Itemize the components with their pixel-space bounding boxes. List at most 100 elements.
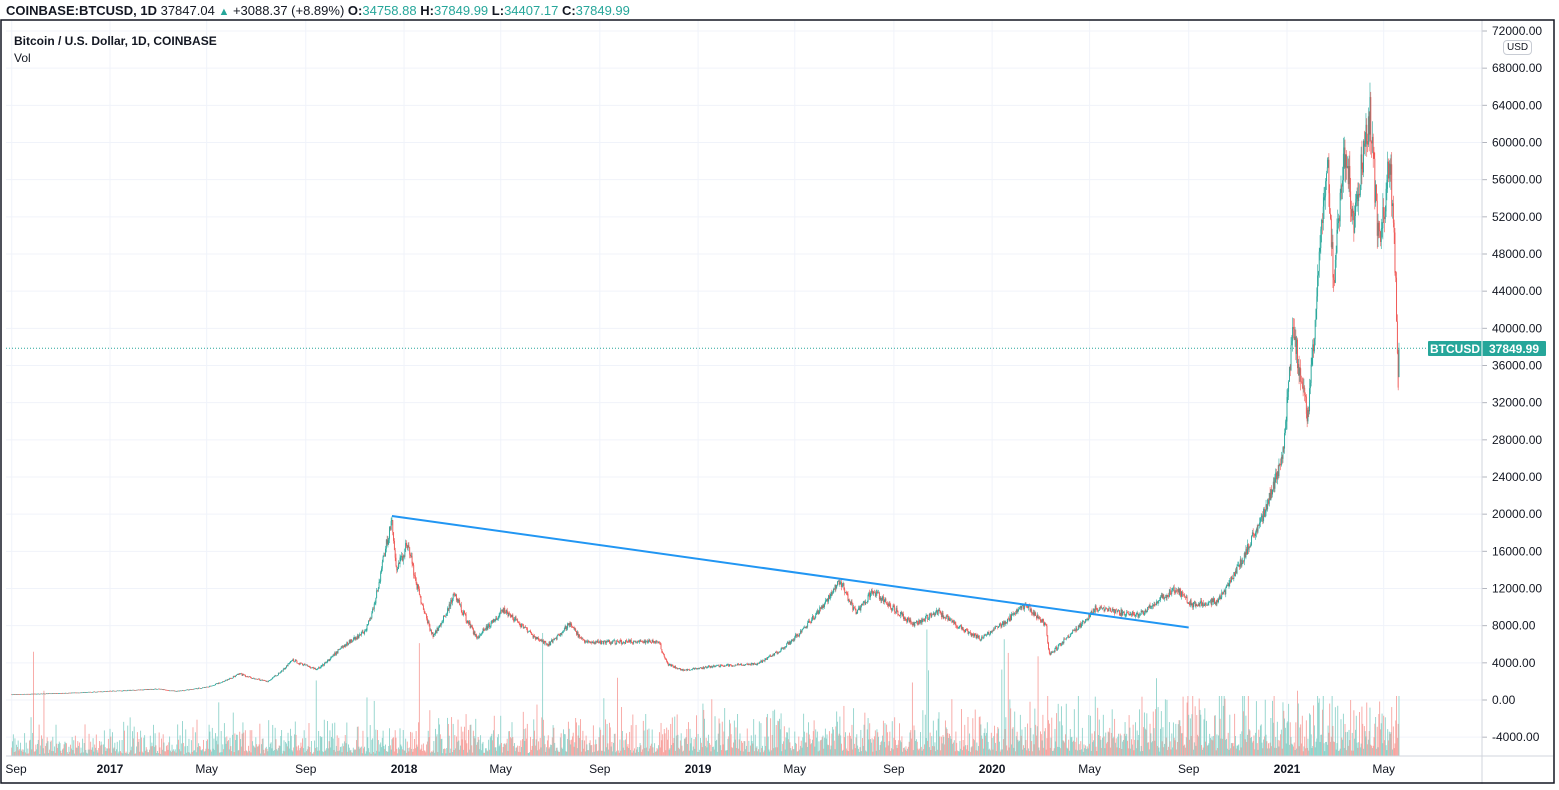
candle-body [907, 617, 909, 620]
volume-bar [1082, 751, 1084, 756]
candle-body [1306, 413, 1308, 422]
volume-bar [575, 722, 577, 756]
volume-bar [1362, 723, 1364, 756]
volume-bar [1137, 740, 1139, 756]
candle-body [516, 619, 518, 620]
volume-bar [318, 730, 320, 756]
volume-bar [1118, 733, 1120, 756]
candle-body [364, 631, 366, 634]
volume-bar [1183, 745, 1185, 756]
volume-bar [1133, 750, 1135, 756]
volume-bar [940, 750, 942, 756]
candle-body [772, 653, 774, 657]
candle-body [835, 584, 837, 589]
volume-bar [1086, 746, 1088, 756]
volume-bar [1088, 715, 1090, 756]
volume-bar [84, 724, 86, 756]
volume-bar [813, 720, 815, 756]
volume-bar [269, 747, 270, 756]
candle-body [231, 678, 233, 679]
candle-body [386, 539, 388, 545]
candle-body [907, 617, 909, 622]
volume-bar [1385, 745, 1387, 756]
volume-bar [1002, 749, 1004, 756]
volume-bar [249, 730, 251, 756]
volume-bar [262, 738, 264, 756]
volume-bar [1393, 748, 1395, 756]
volume-bar [340, 746, 342, 756]
volume-bar [1350, 750, 1352, 756]
volume-bar [190, 753, 192, 756]
volume-bar [953, 740, 955, 756]
up-triangle-icon: ▲ [218, 6, 230, 18]
candle-body [982, 637, 983, 638]
candle-body [410, 555, 412, 557]
volume-bar [253, 746, 255, 756]
volume-bar [1140, 746, 1142, 756]
volume-bar [297, 750, 299, 756]
candle-body [843, 583, 845, 590]
volume-bar [1007, 652, 1009, 756]
candle-body [753, 663, 755, 665]
volume-bar [43, 690, 45, 756]
candle-body [751, 662, 753, 664]
candle-body [198, 687, 200, 689]
candle-body [310, 667, 312, 669]
candle-body [1205, 604, 1207, 606]
volume-bar [1102, 714, 1104, 756]
candle-body [99, 691, 100, 693]
candle-body [497, 616, 499, 619]
candle-body [247, 676, 249, 677]
volume-bar [758, 749, 759, 756]
candle-body [998, 626, 1000, 628]
candle-body [980, 640, 982, 641]
volume-bar [1383, 715, 1385, 756]
volume-bar [613, 733, 615, 756]
volume-bar [769, 751, 771, 756]
volume-bar [1266, 741, 1268, 756]
candle-body [670, 664, 672, 667]
volume-bar [40, 745, 42, 756]
candle-body [168, 690, 170, 691]
candle-body [672, 665, 674, 668]
volume-bar [1069, 729, 1071, 756]
volume-bar [433, 741, 435, 756]
candle-body [169, 690, 171, 692]
volume-bar [1319, 742, 1321, 756]
volume-bar [408, 751, 410, 756]
volume-bar [1218, 696, 1220, 756]
candle-body [91, 692, 92, 693]
volume-bar [574, 742, 576, 756]
volume-bar [1026, 750, 1028, 756]
candle-body [884, 598, 886, 602]
candle-body [1048, 649, 1050, 654]
volume-bar [932, 746, 933, 756]
candle-body [389, 527, 390, 539]
volume-bar [1094, 696, 1096, 756]
volume-bar [695, 737, 697, 756]
candle-body [293, 659, 295, 662]
volume-bar [587, 750, 589, 756]
candle-body [413, 565, 415, 576]
volume-bar [553, 727, 555, 756]
candle-body [1160, 597, 1161, 601]
candle-body [707, 666, 709, 668]
candle-body [1247, 544, 1248, 555]
volume-bar [1388, 731, 1390, 756]
volume-bar [45, 745, 47, 756]
volume-bar [1008, 747, 1010, 756]
volume-bar [625, 733, 627, 756]
volume-bar [444, 748, 446, 756]
candle-body [944, 617, 946, 618]
volume-bar [476, 744, 478, 756]
candle-body [1122, 612, 1124, 616]
candle-body [522, 624, 524, 629]
volume-bar [665, 750, 667, 756]
volume-bar [1083, 744, 1085, 756]
volume-bar [432, 750, 434, 756]
volume-bar [895, 745, 897, 756]
volume-bar [1204, 708, 1206, 756]
candle-body [676, 667, 678, 669]
candle-body [1157, 601, 1159, 604]
